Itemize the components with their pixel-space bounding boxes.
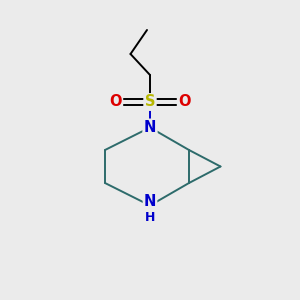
Text: N: N — [144, 194, 156, 209]
Text: O: O — [178, 94, 191, 110]
Text: O: O — [109, 94, 122, 110]
Text: S: S — [145, 94, 155, 110]
Text: N: N — [144, 120, 156, 135]
Text: H: H — [145, 211, 155, 224]
